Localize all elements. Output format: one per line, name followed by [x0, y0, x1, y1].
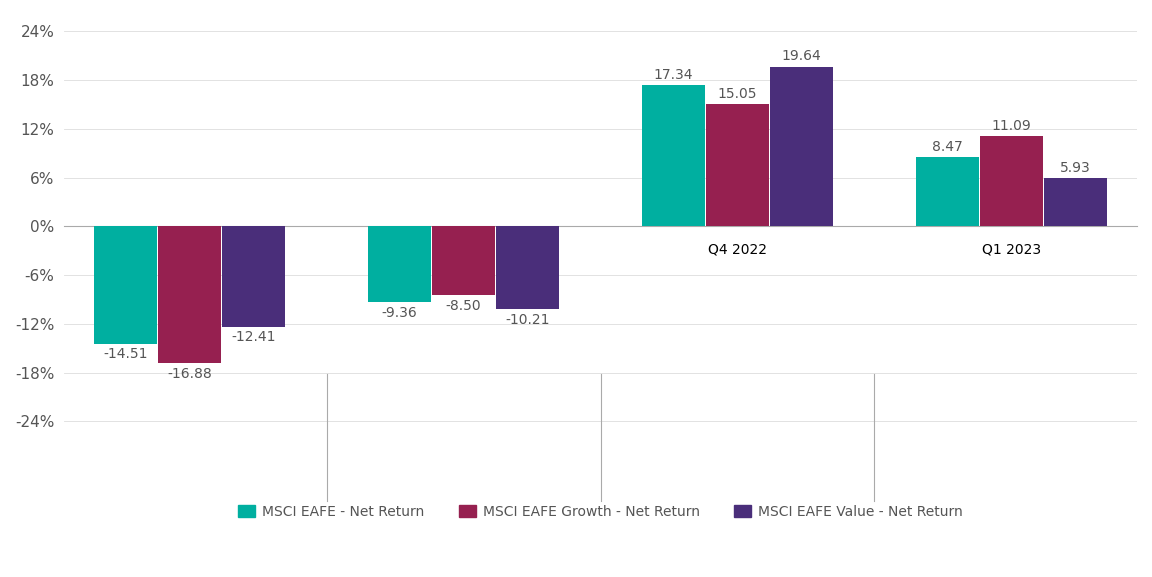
Bar — [916, 158, 979, 226]
Text: -10.21: -10.21 — [506, 313, 550, 327]
Text: 17.34: 17.34 — [654, 68, 694, 82]
Bar — [1044, 178, 1107, 226]
Bar — [980, 136, 1043, 226]
Text: -8.50: -8.50 — [446, 299, 482, 313]
Bar — [158, 226, 221, 364]
Bar — [432, 226, 495, 295]
Text: -16.88: -16.88 — [167, 367, 212, 381]
Text: 11.09: 11.09 — [992, 119, 1031, 133]
Text: -12.41: -12.41 — [232, 331, 275, 344]
Bar — [497, 226, 559, 309]
Text: 8.47: 8.47 — [932, 140, 963, 154]
Bar — [369, 226, 431, 302]
Bar — [222, 226, 285, 327]
Text: 15.05: 15.05 — [718, 87, 757, 101]
Text: 5.93: 5.93 — [1060, 161, 1091, 175]
Bar — [94, 226, 157, 344]
Text: 19.64: 19.64 — [781, 50, 821, 63]
Bar — [643, 85, 705, 226]
Legend: MSCI EAFE - Net Return, MSCI EAFE Growth - Net Return, MSCI EAFE Value - Net Ret: MSCI EAFE - Net Return, MSCI EAFE Growth… — [233, 500, 968, 524]
Bar — [771, 67, 833, 226]
Text: -14.51: -14.51 — [104, 347, 147, 361]
Bar — [706, 104, 768, 226]
Text: -9.36: -9.36 — [381, 306, 417, 320]
